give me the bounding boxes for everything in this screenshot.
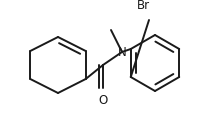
Text: N: N	[118, 45, 126, 58]
Text: Br: Br	[136, 0, 150, 12]
Text: O: O	[98, 94, 108, 107]
